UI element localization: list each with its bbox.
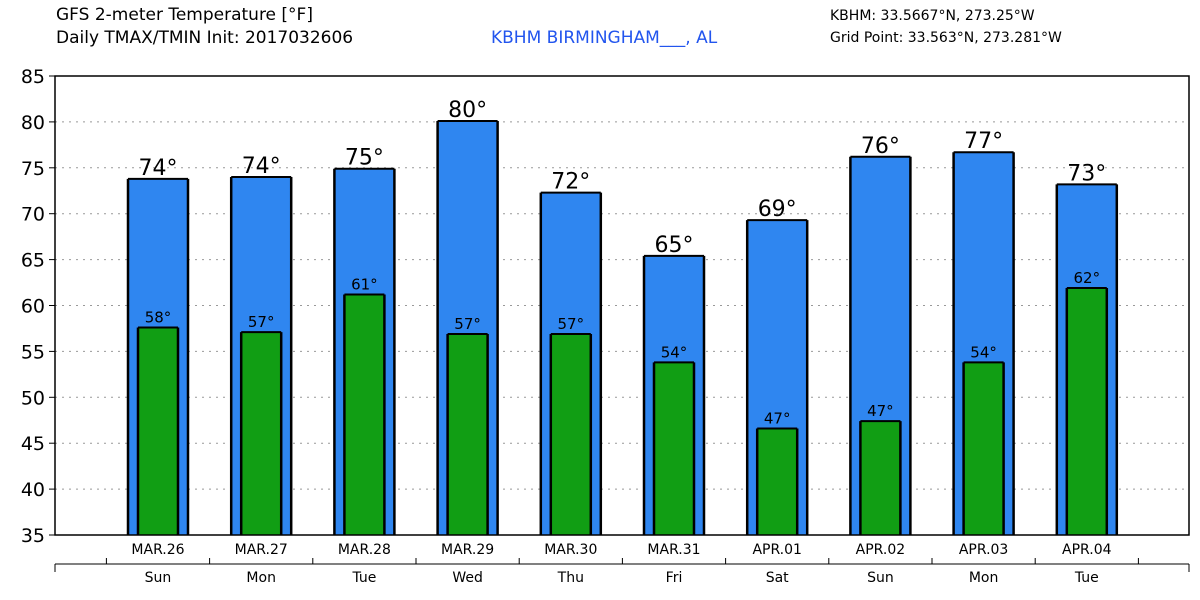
x-date-label: MAR.27 bbox=[235, 542, 288, 558]
tmax-value-label: 77° bbox=[964, 129, 1003, 154]
x-date-label: APR.02 bbox=[856, 542, 906, 558]
x-weekday-label: Sat bbox=[766, 570, 789, 586]
tmin-value-label: 57° bbox=[558, 315, 585, 333]
tmin-bar bbox=[344, 294, 385, 535]
tmax-value-label: 69° bbox=[758, 197, 797, 222]
tmin-bar bbox=[241, 332, 282, 535]
location-name: KBHM BIRMINGHAM___, AL bbox=[491, 28, 718, 48]
y-tick-label: 45 bbox=[21, 433, 45, 455]
x-date-label: MAR.30 bbox=[544, 542, 597, 558]
tmax-value-label: 74° bbox=[242, 154, 281, 179]
x-date-label: MAR.31 bbox=[647, 542, 700, 558]
x-weekday-label: Mon bbox=[969, 570, 999, 586]
x-date-label: APR.04 bbox=[1062, 542, 1112, 558]
x-weekday-label: Sun bbox=[867, 570, 894, 586]
x-date-label: APR.03 bbox=[959, 542, 1009, 558]
x-weekday-label: Mon bbox=[246, 570, 276, 586]
tmin-value-label: 58° bbox=[145, 309, 172, 327]
x-weekday-label: Thu bbox=[557, 570, 584, 586]
y-tick-label: 80 bbox=[21, 112, 45, 134]
plot-frame bbox=[54, 75, 1190, 536]
y-tick-label: 40 bbox=[21, 479, 45, 501]
tmin-bar bbox=[860, 421, 901, 535]
tmin-bar bbox=[550, 333, 591, 535]
station-coordinates: KBHM: 33.5667°N, 273.25°W bbox=[830, 8, 1035, 24]
y-tick-label: 75 bbox=[21, 158, 45, 180]
y-tick-label: 85 bbox=[21, 66, 45, 88]
chart-subtitle: Daily TMAX/TMIN Init: 2017032606 bbox=[56, 28, 354, 48]
x-weekday-label: Sun bbox=[145, 570, 172, 586]
x-weekday-label: Fri bbox=[666, 570, 683, 586]
x-date-label: MAR.28 bbox=[338, 542, 391, 558]
tmin-bar bbox=[654, 362, 694, 535]
tmin-value-label: 57° bbox=[248, 313, 275, 331]
y-tick-label: 60 bbox=[21, 296, 45, 318]
y-tick-label: 50 bbox=[21, 387, 45, 409]
tmin-value-label: 47° bbox=[867, 402, 894, 420]
tmax-value-label: 65° bbox=[655, 233, 694, 258]
chart-title: GFS 2-meter Temperature [°F] bbox=[56, 5, 313, 25]
tmin-bar bbox=[1066, 288, 1107, 535]
tmax-value-label: 74° bbox=[139, 156, 178, 181]
x-weekday-label: Wed bbox=[452, 570, 483, 586]
tmin-bar bbox=[447, 333, 488, 535]
tmin-bar bbox=[757, 428, 798, 535]
tmin-value-label: 62° bbox=[1074, 269, 1101, 287]
tmin-value-label: 57° bbox=[454, 315, 481, 333]
tmin-value-label: 61° bbox=[351, 275, 378, 293]
tmin-value-label: 54° bbox=[970, 343, 997, 361]
y-tick-label: 55 bbox=[21, 341, 45, 363]
x-date-label: APR.01 bbox=[752, 542, 802, 558]
x-date-label: MAR.29 bbox=[441, 542, 494, 558]
y-tick-label: 35 bbox=[21, 525, 45, 547]
y-tick-label: 70 bbox=[21, 204, 45, 226]
tmin-value-label: 47° bbox=[764, 410, 791, 428]
y-tick-label: 65 bbox=[21, 250, 45, 272]
tmin-bar bbox=[138, 327, 178, 535]
tmax-value-label: 80° bbox=[448, 98, 487, 123]
x-date-label: MAR.26 bbox=[131, 542, 184, 558]
tmax-value-label: 76° bbox=[861, 134, 900, 159]
x-weekday-label: Tue bbox=[1074, 570, 1099, 586]
tmin-bar bbox=[963, 362, 1004, 535]
x-weekday-label: Tue bbox=[351, 570, 376, 586]
tmax-value-label: 73° bbox=[1067, 161, 1106, 186]
grid-point-coordinates: Grid Point: 33.563°N, 273.281°W bbox=[830, 30, 1062, 46]
tmax-value-label: 75° bbox=[345, 146, 384, 171]
tmax-value-label: 72° bbox=[551, 170, 590, 195]
tmin-value-label: 54° bbox=[661, 343, 688, 361]
